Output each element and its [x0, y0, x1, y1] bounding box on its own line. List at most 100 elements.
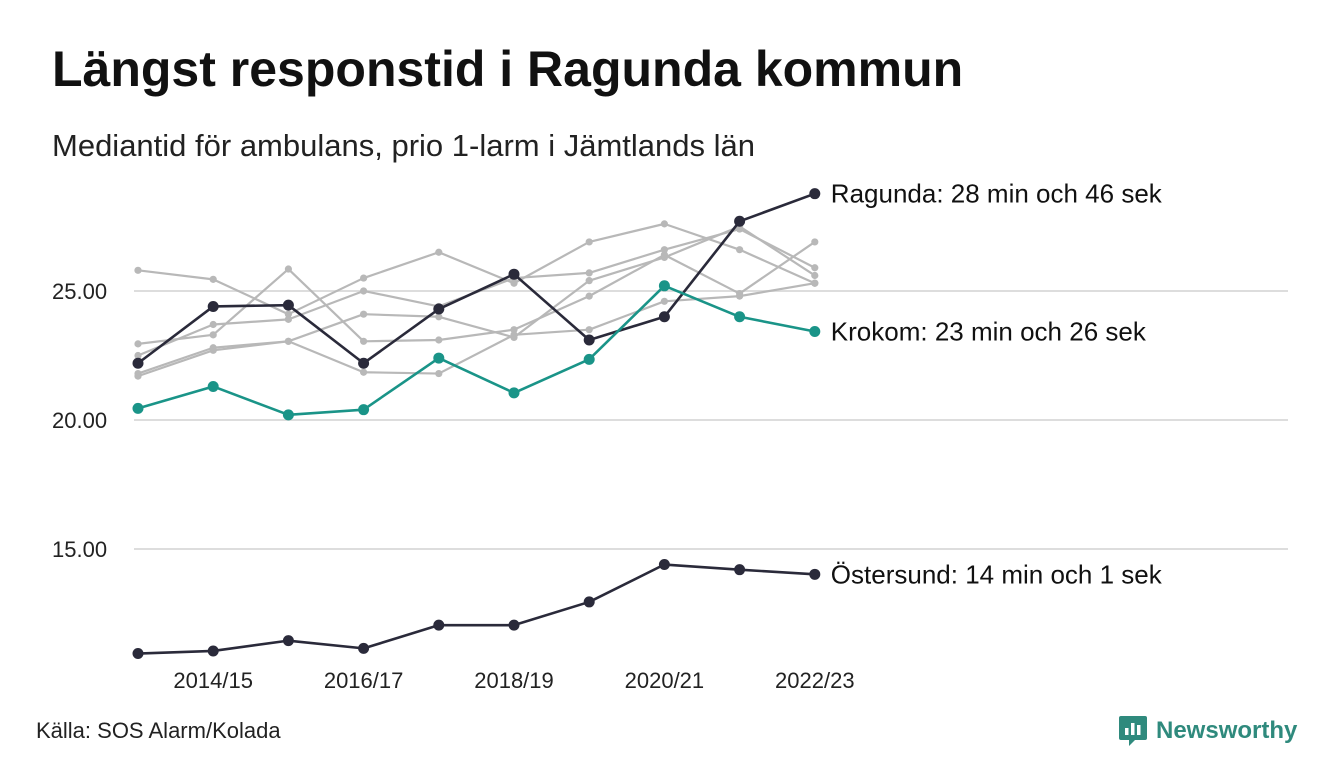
data-point-östersund: [282, 635, 294, 647]
data-point-ragunda: [658, 311, 670, 323]
data-point-östersund: [583, 596, 595, 608]
data-point-context: [360, 368, 368, 376]
data-point-context: [284, 310, 292, 318]
data-point-context: [360, 274, 368, 282]
brand-logo[interactable]: Newsworthy: [1118, 714, 1297, 748]
data-point-context: [435, 369, 443, 378]
data-point-östersund: [433, 619, 445, 631]
data-point-context: [811, 264, 819, 272]
data-point-context: [811, 271, 819, 280]
data-point-context: [360, 337, 368, 345]
data-point-context: [811, 238, 819, 246]
chart-title: Längst responstid i Ragunda kommun: [52, 41, 964, 97]
data-point-context: [284, 265, 292, 273]
x-tick-label: 2018/19: [474, 668, 554, 693]
series-line-ragunda: [137, 192, 816, 365]
data-point-context: [736, 292, 744, 300]
data-point-context: [736, 246, 744, 254]
data-point-context: [585, 238, 593, 246]
data-point-ragunda: [132, 357, 144, 369]
data-point-context: [435, 336, 443, 344]
data-point-context: [134, 266, 142, 274]
series-line-context: [137, 222, 816, 316]
data-point-ragunda: [207, 300, 219, 312]
series-end-label: Ragunda: 28 min och 46 sek: [831, 179, 1163, 209]
x-tick-label: 2020/21: [625, 668, 705, 693]
data-point-context: [209, 320, 217, 329]
data-point-östersund: [508, 619, 520, 631]
series-end-label: Östersund: 14 min och 1 sek: [831, 559, 1163, 589]
newsworthy-logo-icon: [1119, 716, 1147, 746]
data-point-krokom: [433, 352, 445, 364]
data-point-context: [360, 310, 368, 318]
grid-layer: [134, 289, 1288, 551]
highlight-series-layer: [132, 188, 821, 660]
series-label-layer: Ragunda: 28 min och 46 sek Krokom: 23 min…: [831, 179, 1163, 590]
data-point-krokom: [734, 311, 746, 323]
data-point-context: [134, 351, 142, 360]
data-point-context: [209, 275, 217, 283]
data-point-context: [811, 279, 819, 287]
context-series-layer: [134, 220, 819, 380]
data-point-ragunda: [734, 215, 746, 227]
data-point-context: [510, 279, 518, 287]
data-point-östersund: [734, 564, 746, 576]
series-end-label: Krokom: 23 min och 26 sek: [831, 316, 1147, 346]
data-point-ragunda: [358, 357, 370, 369]
data-point-context: [660, 251, 669, 259]
data-point-context: [660, 220, 669, 228]
data-point-krokom: [358, 404, 370, 416]
data-point-context: [284, 337, 292, 345]
axis-layer: 15.00 20.00 25.00 2014/15 2016/17 2018/19 2020…: [52, 279, 855, 693]
data-point-context: [134, 340, 142, 348]
chart-subtitle: Mediantid för ambulans, prio 1-larm i Jä…: [52, 128, 755, 163]
brand-name: Newsworthy: [1156, 717, 1298, 744]
data-point-context: [284, 315, 292, 323]
data-point-östersund: [658, 559, 670, 571]
data-point-context: [209, 331, 217, 339]
y-tick-label: 25.00: [52, 279, 107, 304]
data-point-ragunda: [282, 299, 294, 311]
series-line-context: [137, 282, 815, 378]
data-point-krokom: [207, 380, 219, 392]
data-point-ragunda: [583, 334, 595, 346]
data-point-östersund: [358, 642, 370, 654]
data-point-context: [585, 269, 593, 277]
data-point-context: [209, 346, 217, 354]
y-tick-label: 20.00: [52, 408, 107, 433]
data-point-krokom: [658, 280, 670, 292]
data-point-context: [585, 292, 593, 300]
data-point-context: [585, 326, 593, 334]
data-point-ragunda: [433, 303, 445, 315]
data-point-context: [660, 297, 669, 305]
data-point-östersund: [207, 645, 219, 657]
data-point-context: [360, 287, 368, 295]
y-tick-label: 15.00: [52, 537, 107, 562]
data-point-context: [510, 326, 518, 334]
data-point-östersund: [132, 648, 144, 660]
data-point-context: [134, 372, 142, 380]
source-note: Källa: SOS Alarm/Kolada: [36, 718, 281, 743]
data-point-context: [510, 331, 518, 339]
x-tick-label: 2016/17: [324, 668, 404, 693]
data-point-context: [660, 246, 669, 254]
data-point-ragunda: [508, 268, 520, 280]
data-point-krokom: [132, 402, 144, 414]
x-tick-label: 2022/23: [775, 668, 855, 693]
x-tick-label: 2014/15: [173, 668, 253, 693]
data-point-context: [585, 277, 593, 285]
series-line-context: [137, 225, 816, 375]
data-point-ragunda: [809, 188, 821, 200]
data-point-krokom: [583, 353, 595, 365]
data-point-context: [736, 225, 744, 233]
data-point-krokom: [282, 409, 294, 421]
data-point-krokom: [809, 325, 821, 337]
series-line-krokom: [137, 284, 816, 417]
data-point-östersund: [809, 568, 821, 580]
data-point-context: [435, 248, 443, 256]
data-point-krokom: [508, 387, 520, 399]
data-point-context: [435, 313, 443, 321]
series-line-context: [137, 241, 816, 345]
series-line-östersund: [137, 563, 815, 655]
